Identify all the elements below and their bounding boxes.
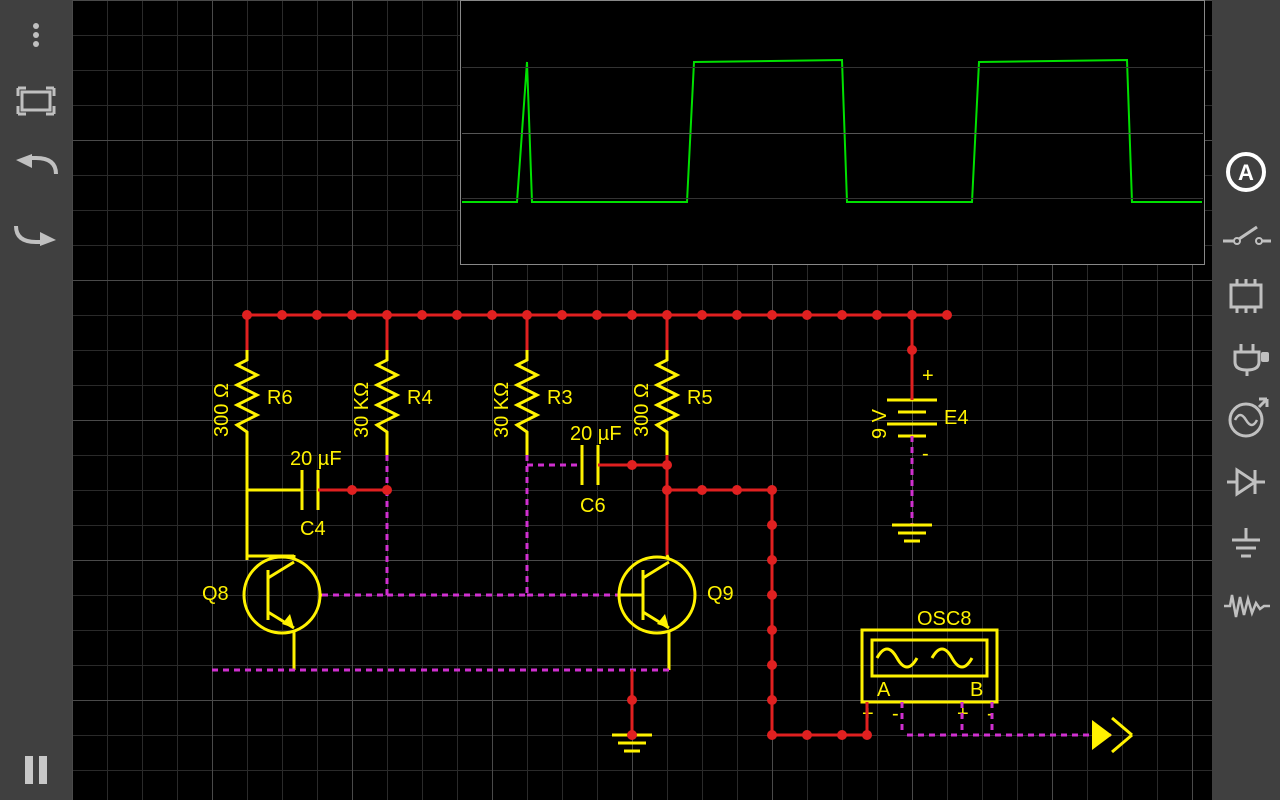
plug-tool-icon[interactable]: [1216, 328, 1276, 388]
toolbar-right: A: [1212, 0, 1280, 800]
chip-tool-icon[interactable]: [1216, 266, 1276, 326]
svg-text:20 µF: 20 µF: [290, 448, 342, 470]
undo-button[interactable]: [6, 137, 66, 197]
svg-text:30 KΩ: 30 KΩ: [491, 382, 513, 438]
svg-text:C6: C6: [580, 495, 606, 517]
svg-text:A: A: [1238, 160, 1254, 185]
svg-text:Q8: Q8: [202, 583, 229, 605]
toolbar-left: [0, 0, 72, 800]
ammeter-tool-icon[interactable]: A: [1216, 142, 1276, 202]
svg-text:-: -: [922, 443, 929, 465]
switch-tool-icon[interactable]: [1216, 204, 1276, 264]
svg-text:C4: C4: [300, 518, 326, 540]
schematic-canvas[interactable]: R6 300 Ω R4 30 KΩ R3 30 KΩ R5 300 Ω: [72, 0, 1212, 800]
svg-text:R6: R6: [267, 387, 293, 409]
fullscreen-button[interactable]: [6, 71, 66, 131]
pause-button[interactable]: [0, 740, 72, 800]
svg-text:300 Ω: 300 Ω: [211, 383, 233, 437]
svg-text:-: -: [892, 703, 899, 725]
svg-text:20 µF: 20 µF: [570, 423, 622, 445]
source-tool-icon[interactable]: [1216, 390, 1276, 450]
svg-text:B: B: [970, 679, 983, 701]
svg-text:9 V: 9 V: [869, 408, 891, 439]
svg-text:Q9: Q9: [707, 583, 734, 605]
ground-tool-icon[interactable]: [1216, 514, 1276, 574]
svg-text:R3: R3: [547, 387, 573, 409]
svg-text:R5: R5: [687, 387, 713, 409]
svg-text:A: A: [877, 679, 891, 701]
menu-button[interactable]: [6, 5, 66, 65]
svg-text:+: +: [922, 365, 934, 387]
redo-button[interactable]: [6, 203, 66, 263]
waveform-tool-icon[interactable]: [1216, 576, 1276, 636]
svg-text:OSC8: OSC8: [917, 608, 971, 630]
svg-text:30 KΩ: 30 KΩ: [351, 382, 373, 438]
diode-tool-icon[interactable]: [1216, 452, 1276, 512]
svg-text:E4: E4: [944, 407, 968, 429]
svg-text:300 Ω: 300 Ω: [631, 383, 653, 437]
svg-text:R4: R4: [407, 387, 433, 409]
oscilloscope-display[interactable]: [460, 0, 1205, 265]
